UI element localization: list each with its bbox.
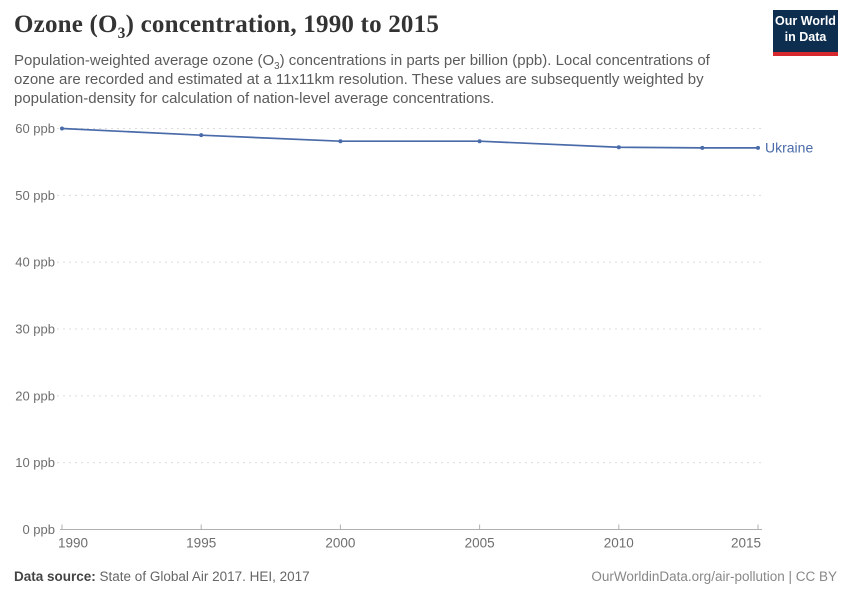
data-point-ukraine-2013[interactable] — [700, 145, 705, 150]
data-point-ukraine-1995[interactable] — [199, 133, 204, 138]
entity-label-ukraine[interactable]: Ukraine — [765, 139, 813, 155]
data-source: Data source: State of Global Air 2017. H… — [14, 569, 310, 584]
x-tick-label-1990: 1990 — [58, 536, 88, 551]
data-point-ukraine-1990[interactable] — [60, 126, 64, 131]
footer-license-link[interactable]: OurWorldinData.org/air-pollution | CC BY — [591, 569, 837, 584]
y-tick-label-0: 0 ppb — [22, 522, 55, 537]
line-chart-svg[interactable]: 0 ppb 10 ppb 20 ppb 30 ppb 40 ppb 50 ppb 60 pp… — [0, 115, 850, 560]
chart-title-subscript: 3 — [117, 25, 126, 42]
chart-title-text: ) concentration, 1990 to 2015 — [125, 11, 440, 38]
x-tick-label-2010: 2010 — [604, 536, 634, 551]
y-tick-label-20: 20 ppb — [15, 388, 55, 403]
chart-subtitle-text: ) concentrations in parts per billion (p… — [14, 52, 710, 107]
y-tick-label-40: 40 ppb — [15, 255, 55, 270]
y-tick-label-50: 50 ppb — [15, 188, 55, 203]
chart-subtitle-text: Population-weighted average ozone (O — [14, 52, 275, 69]
data-point-ukraine-2000[interactable] — [338, 139, 343, 144]
chart-title: Ozone (O3) concentration, 1990 to 2015 — [14, 11, 440, 42]
data-line-ukraine[interactable] — [61, 127, 758, 149]
data-point-ukraine-2015[interactable] — [756, 145, 760, 150]
chart-title-text: Ozone (O — [14, 11, 118, 38]
y-tick-label-60: 60 ppb — [15, 121, 55, 136]
data-source-label: Data source: — [14, 569, 96, 584]
data-source-text: State of Global Air 2017. HEI, 2017 — [95, 569, 310, 584]
chart-subtitle: Population-weighted average ozone (O3) c… — [14, 51, 728, 108]
chart-subtitle-subscript: 3 — [274, 61, 280, 72]
data-point-ukraine-2010[interactable] — [616, 145, 621, 150]
x-tick-label-2000: 2000 — [325, 536, 355, 551]
owid-logo-line2: in Data — [784, 29, 827, 44]
owid-logo[interactable]: Our World in Data — [773, 10, 838, 56]
data-point-ukraine-2005[interactable] — [477, 139, 482, 144]
line-chart[interactable]: 0 ppb 10 ppb 20 ppb 30 ppb 40 ppb 50 ppb 60 pp… — [0, 115, 850, 560]
owid-logo-line1: Our World — [775, 14, 836, 28]
y-tick-label-10: 10 ppb — [15, 455, 55, 470]
y-tick-label-30: 30 ppb — [15, 322, 55, 337]
x-tick-label-1995: 1995 — [186, 536, 216, 551]
x-tick-label-2015: 2015 — [731, 536, 761, 551]
x-tick-label-2005: 2005 — [465, 536, 495, 551]
